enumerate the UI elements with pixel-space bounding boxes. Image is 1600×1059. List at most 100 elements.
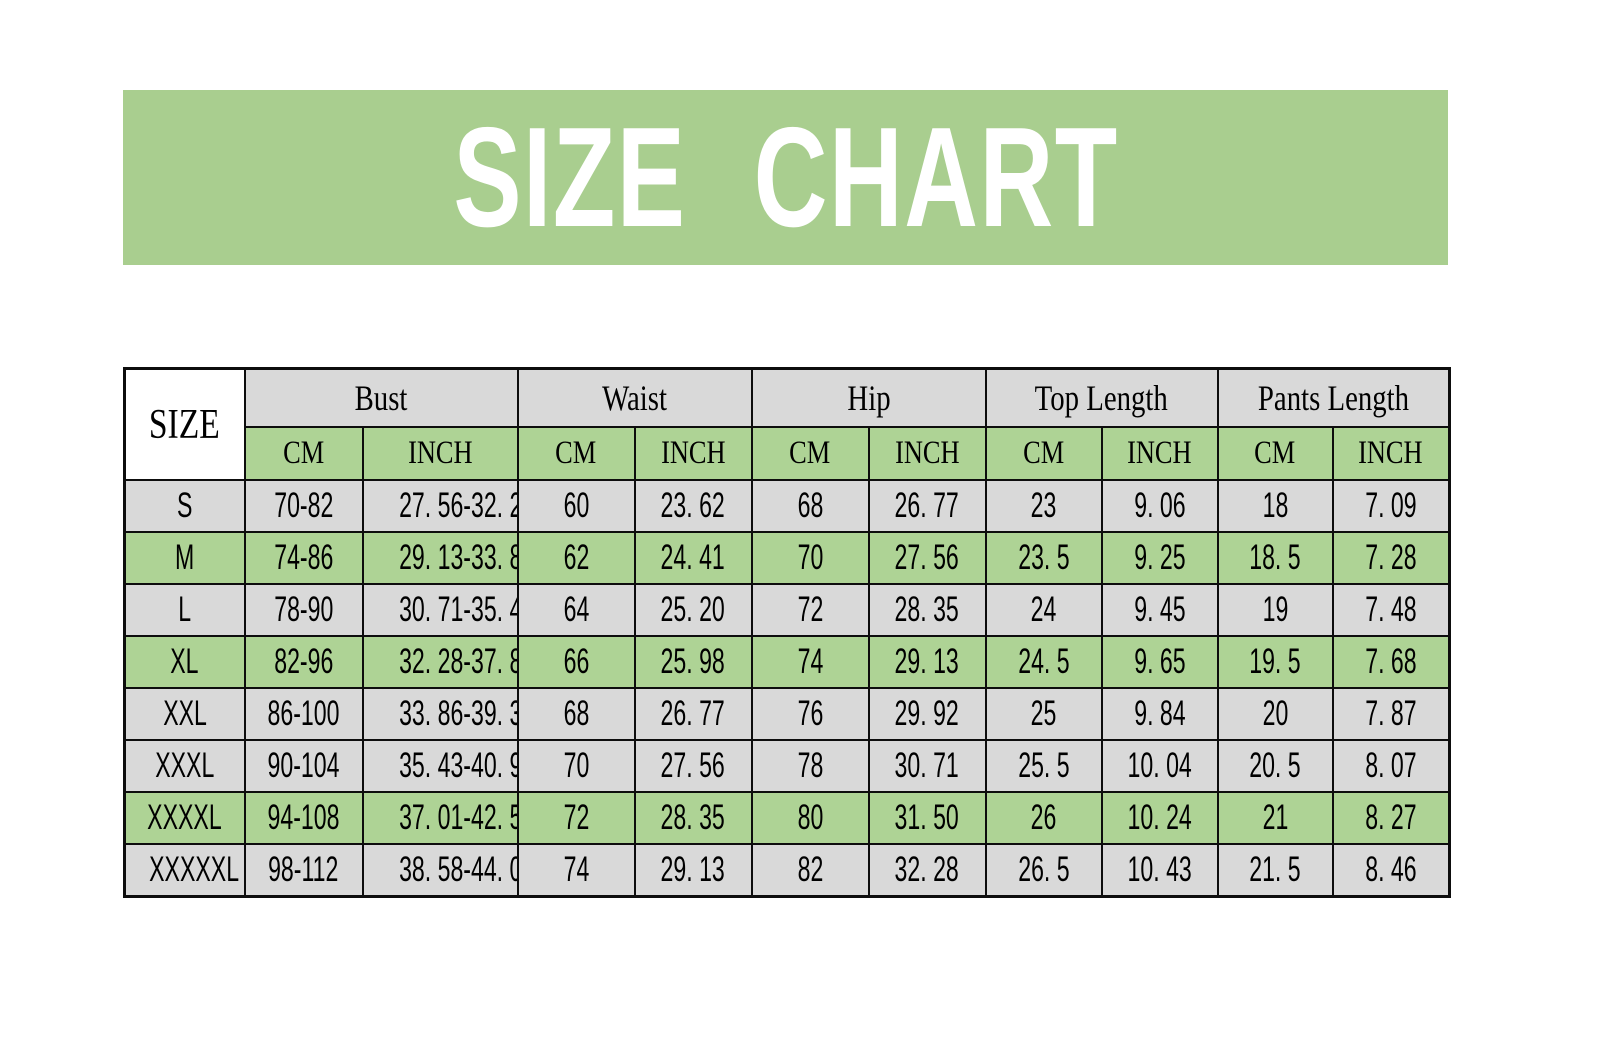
cell-text: 25. 5 [1017, 746, 1070, 785]
cell-text: 24. 41 [660, 538, 726, 577]
cell-text: 27. 56 [894, 538, 960, 577]
value-cell: 19 [1216, 583, 1334, 637]
cell-text: M [175, 538, 195, 577]
cell-text: 90-104 [267, 746, 340, 785]
value-cell: 33. 86-39. 37 [361, 687, 519, 741]
cell-text: 25. 98 [660, 642, 726, 681]
cell-text: 9. 25 [1133, 538, 1186, 577]
value-cell: 68 [516, 687, 636, 741]
unit-header-top-length-cm: CM [984, 426, 1103, 481]
value-cell: 32. 28 [867, 843, 987, 898]
value-cell: 29. 13-33. 86 [361, 531, 519, 585]
value-cell: 70-82 [243, 479, 364, 533]
table-row: XXL 86-100 33. 86-39. 37 68 26. 77 76 29. 92 25… [123, 687, 1451, 741]
cell-text: 28. 35 [660, 798, 726, 837]
unit-label: CM [1022, 435, 1065, 471]
value-cell: 30. 71-35. 43 [361, 583, 519, 637]
value-cell: 66 [516, 635, 636, 689]
value-cell: 60 [516, 479, 636, 533]
value-cell: 7. 48 [1331, 583, 1451, 637]
cell-text: 78-90 [273, 590, 334, 629]
size-cell: XL [123, 635, 246, 689]
value-cell: 7. 87 [1331, 687, 1451, 741]
table-row: M 74-86 29. 13-33. 86 62 24. 41 70 27. 56 23. 5… [123, 531, 1451, 585]
cell-text: 72 [563, 798, 589, 837]
value-cell: 28. 35 [633, 791, 753, 845]
value-cell: 23. 5 [984, 531, 1103, 585]
cell-text: 29. 13-33. 86 [398, 538, 516, 577]
unit-label: CM [282, 435, 325, 471]
cell-text: 62 [563, 538, 589, 577]
value-cell: 74 [516, 843, 636, 898]
value-cell: 76 [750, 687, 870, 741]
value-cell: 9. 65 [1100, 635, 1219, 689]
group-header-hip: Hip [750, 367, 987, 428]
value-cell: 98-112 [243, 843, 364, 898]
group-header-pants-length: Pants Length [1216, 367, 1451, 428]
size-cell: M [123, 531, 246, 585]
value-cell: 25 [984, 687, 1103, 741]
group-label: Top Length [1034, 378, 1169, 418]
cell-text: 23. 5 [1017, 538, 1070, 577]
cell-text: 60 [563, 486, 589, 525]
cell-text: 10. 04 [1127, 746, 1192, 785]
cell-text: 27. 56 [660, 746, 726, 785]
unit-label: INCH [1127, 435, 1192, 471]
cell-text: L [178, 590, 192, 629]
value-cell: 37. 01-42. 52 [361, 791, 519, 845]
cell-text: 66 [563, 642, 589, 681]
cell-text: 20 [1262, 694, 1288, 733]
cell-text: 68 [563, 694, 589, 733]
value-cell: 10. 24 [1100, 791, 1219, 845]
cell-text: 29. 13 [660, 850, 726, 889]
cell-text: 82 [797, 850, 823, 889]
cell-text: 74-86 [273, 538, 334, 577]
cell-text: 28. 35 [894, 590, 960, 629]
group-header-waist: Waist [516, 367, 753, 428]
cell-text: 10. 43 [1127, 850, 1192, 889]
cell-text: 10. 24 [1127, 798, 1192, 837]
unit-label: CM [555, 435, 597, 471]
value-cell: 18. 5 [1216, 531, 1334, 585]
value-cell: 26. 77 [633, 687, 753, 741]
value-cell: 29. 92 [867, 687, 987, 741]
cell-text: 26. 77 [660, 694, 726, 733]
cell-text: 9. 65 [1133, 642, 1186, 681]
size-cell: XXXL [123, 739, 246, 793]
table-row: XXXXXL 98-112 38. 58-44. 09 74 29. 13 82 32. 2… [123, 843, 1451, 898]
cell-text: 35. 43-40. 94 [398, 746, 516, 785]
cell-text: 20. 5 [1249, 746, 1301, 785]
value-cell: 72 [750, 583, 870, 637]
cell-text: 74 [797, 642, 823, 681]
unit-header-hip-cm: CM [750, 426, 870, 481]
size-cell: XXL [123, 687, 246, 741]
page-title: SIZE CHART [452, 97, 1119, 257]
value-cell: 25. 5 [984, 739, 1103, 793]
unit-label: CM [789, 435, 831, 471]
cell-text: 18 [1262, 486, 1288, 525]
value-cell: 74-86 [243, 531, 364, 585]
group-header-row: SIZE Bust Waist Hip Top Length Pants Len… [123, 367, 1451, 481]
size-cell: XXXXL [123, 791, 246, 845]
table-row: L 78-90 30. 71-35. 43 64 25. 20 72 28. 35 24 9. … [123, 583, 1451, 637]
cell-text: 18. 5 [1249, 538, 1301, 577]
cell-text: XXXXXL [149, 850, 240, 889]
value-cell: 74 [750, 635, 870, 689]
value-cell: 9. 84 [1100, 687, 1219, 741]
cell-text: 70 [797, 538, 823, 577]
size-cell: S [123, 479, 246, 533]
size-corner-label: SIZE [149, 401, 221, 448]
cell-text: 26 [1030, 798, 1057, 837]
unit-label: CM [1254, 435, 1296, 471]
cell-text: XXL [162, 694, 207, 733]
cell-text: 27. 56-32. 28 [398, 486, 516, 525]
value-cell: 78 [750, 739, 870, 793]
table-row: XXXL 90-104 35. 43-40. 94 70 27. 56 78 30. 71 2… [123, 739, 1451, 793]
cell-text: 9. 06 [1133, 486, 1186, 525]
value-cell: 23 [984, 479, 1103, 533]
cell-text: 78 [797, 746, 823, 785]
value-cell: 9. 25 [1100, 531, 1219, 585]
value-cell: 29. 13 [867, 635, 987, 689]
value-cell: 35. 43-40. 94 [361, 739, 519, 793]
cell-text: 74 [563, 850, 589, 889]
